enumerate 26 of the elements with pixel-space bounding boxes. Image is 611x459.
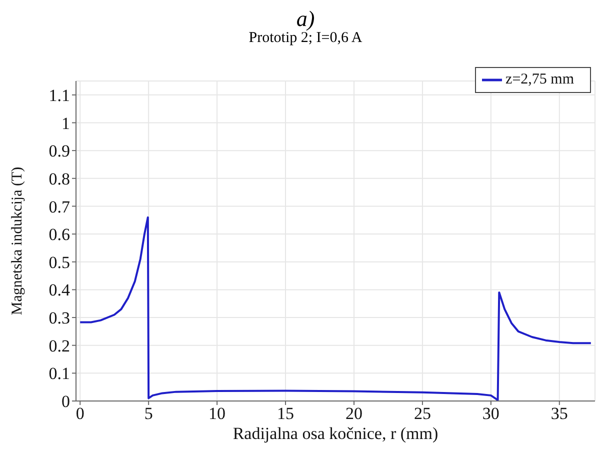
x-tick-label: 30 <box>482 404 500 424</box>
y-tick-label: 0.6 <box>48 225 70 244</box>
x-tick-label: 20 <box>345 404 362 424</box>
y-tick-label: 0.4 <box>48 280 70 300</box>
x-tick-label: 35 <box>550 404 568 424</box>
legend-label: z=2,75 mm <box>506 71 574 88</box>
y-tick-label: 1 <box>62 114 70 133</box>
x-tick-label: 0 <box>76 404 84 424</box>
y-tick-label: 0.3 <box>48 308 70 328</box>
x-tick-label: 10 <box>208 404 226 424</box>
y-tick-label: 0.2 <box>48 336 70 356</box>
x-tick-label: 15 <box>277 404 294 424</box>
y-tick-label: 1.1 <box>48 86 70 105</box>
y-tick-label: 0.8 <box>48 169 70 188</box>
y-tick-label: 0.5 <box>48 252 70 272</box>
y-tick-label: 0.7 <box>48 197 70 216</box>
line-series <box>79 216 592 401</box>
x-tick-label: 5 <box>144 404 153 424</box>
x-axis-title: Radijalna osa kočnice, r (mm) <box>232 424 438 443</box>
x-tick-label: 25 <box>414 404 431 424</box>
y-tick-label: 0.9 <box>48 142 70 161</box>
y-tick-label: 0 <box>62 392 70 412</box>
y-tick-label: 0.1 <box>48 364 70 384</box>
y-axis-title: Magnetska indukcija (T) <box>9 166 26 316</box>
chart-title: a) <box>295 6 316 31</box>
chart-subtitle: Prototip 2; I=0,6 A <box>248 30 364 47</box>
